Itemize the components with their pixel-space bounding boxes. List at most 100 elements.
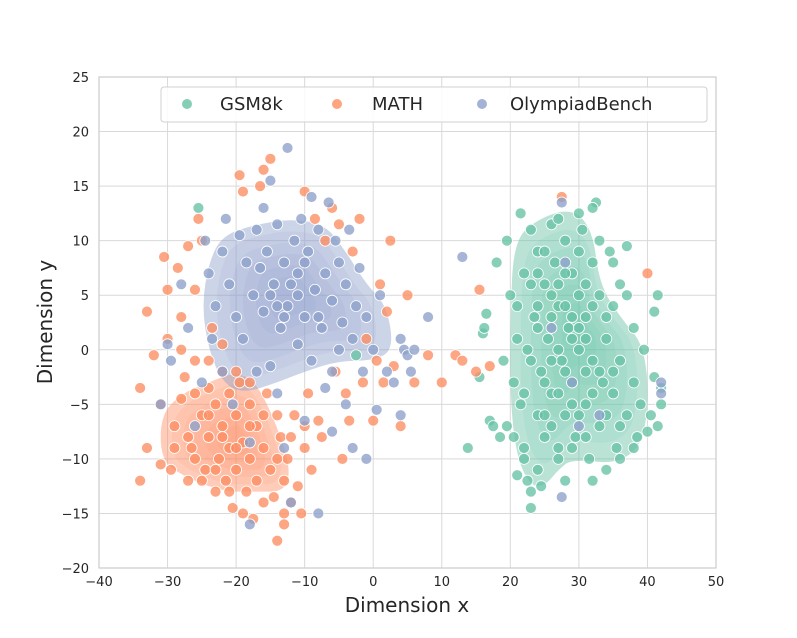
point-math bbox=[141, 442, 153, 454]
point-olympiadbench bbox=[394, 332, 407, 345]
point-olympiadbench bbox=[281, 300, 294, 313]
point-math bbox=[243, 420, 256, 433]
point-gsm8k bbox=[614, 354, 626, 367]
point-olympiadbench bbox=[370, 403, 383, 416]
point-gsm8k bbox=[552, 387, 565, 400]
point-math bbox=[339, 387, 352, 400]
point-gsm8k bbox=[593, 289, 606, 302]
legend-marker-gsm8k bbox=[182, 99, 192, 109]
point-gsm8k bbox=[576, 223, 589, 236]
point-math bbox=[278, 507, 291, 520]
point-gsm8k bbox=[487, 420, 500, 433]
x-tick-label: 50 bbox=[708, 575, 725, 590]
point-gsm8k bbox=[572, 343, 585, 356]
y-axis-title: Dimension y bbox=[33, 260, 57, 385]
point-gsm8k bbox=[528, 311, 541, 323]
point-gsm8k bbox=[461, 442, 474, 454]
point-math bbox=[237, 185, 249, 198]
point-math bbox=[178, 371, 191, 383]
point-olympiadbench bbox=[271, 218, 284, 231]
point-gsm8k bbox=[480, 307, 493, 320]
x-tick-label: −20 bbox=[222, 575, 249, 590]
point-olympiadbench bbox=[319, 382, 332, 394]
point-gsm8k bbox=[545, 420, 558, 433]
point-math bbox=[192, 212, 205, 225]
point-olympiadbench bbox=[339, 398, 352, 411]
point-math bbox=[401, 289, 414, 302]
point-math bbox=[209, 398, 222, 411]
point-olympiadbench bbox=[346, 332, 359, 345]
point-math bbox=[233, 169, 246, 182]
point-math bbox=[254, 180, 267, 193]
point-math bbox=[195, 474, 208, 487]
point-math bbox=[243, 376, 256, 389]
point-gsm8k bbox=[548, 256, 561, 269]
point-math bbox=[230, 365, 243, 378]
point-math bbox=[367, 414, 380, 427]
point-math bbox=[370, 354, 383, 367]
point-math bbox=[271, 534, 284, 547]
point-gsm8k bbox=[559, 234, 572, 247]
point-gsm8k bbox=[579, 398, 592, 411]
point-math bbox=[257, 163, 270, 176]
point-gsm8k bbox=[579, 278, 592, 291]
point-olympiadbench bbox=[655, 387, 668, 400]
point-olympiadbench bbox=[394, 409, 407, 422]
point-gsm8k bbox=[641, 425, 654, 438]
point-math bbox=[175, 392, 188, 405]
point-olympiadbench bbox=[257, 305, 270, 318]
point-gsm8k bbox=[507, 376, 520, 389]
point-math bbox=[165, 463, 177, 476]
point-gsm8k bbox=[572, 289, 585, 302]
point-olympiadbench bbox=[545, 322, 558, 334]
point-math bbox=[202, 409, 215, 422]
point-gsm8k bbox=[521, 343, 534, 356]
point-gsm8k bbox=[634, 398, 647, 411]
point-olympiadbench bbox=[237, 332, 249, 345]
point-gsm8k bbox=[566, 311, 578, 323]
point-math bbox=[189, 387, 201, 400]
point-olympiadbench bbox=[456, 251, 469, 263]
point-olympiadbench bbox=[189, 420, 201, 433]
point-gsm8k bbox=[596, 376, 609, 389]
point-gsm8k bbox=[525, 354, 537, 367]
point-gsm8k bbox=[538, 245, 551, 258]
point-math bbox=[343, 414, 356, 427]
point-olympiadbench bbox=[305, 191, 318, 203]
point-olympiadbench bbox=[288, 234, 301, 247]
point-gsm8k bbox=[607, 256, 620, 269]
y-tick-label: 5 bbox=[81, 289, 89, 304]
point-olympiadbench bbox=[298, 414, 311, 427]
point-gsm8k bbox=[511, 300, 524, 313]
point-olympiadbench bbox=[422, 311, 434, 323]
point-olympiadbench bbox=[226, 398, 239, 411]
point-gsm8k bbox=[559, 267, 572, 280]
point-math bbox=[175, 311, 188, 323]
point-gsm8k bbox=[518, 267, 530, 280]
point-gsm8k bbox=[552, 278, 565, 291]
y-tick-label: 15 bbox=[72, 180, 89, 195]
point-gsm8k bbox=[562, 322, 575, 334]
point-math bbox=[473, 283, 486, 296]
scatter-points bbox=[134, 142, 668, 547]
point-gsm8k bbox=[655, 398, 668, 411]
point-olympiadbench bbox=[247, 289, 260, 302]
point-gsm8k bbox=[627, 376, 640, 389]
point-olympiadbench bbox=[165, 354, 177, 367]
point-gsm8k bbox=[572, 322, 585, 334]
point-math bbox=[199, 463, 212, 476]
point-olympiadbench bbox=[350, 300, 362, 313]
point-math bbox=[240, 485, 253, 498]
x-tick-label: 20 bbox=[502, 575, 519, 590]
point-gsm8k bbox=[593, 420, 606, 433]
point-gsm8k bbox=[494, 431, 506, 443]
legend-marker-math bbox=[332, 99, 342, 109]
point-gsm8k bbox=[552, 442, 565, 454]
legend-label-gsm8k: GSM8k bbox=[220, 94, 283, 115]
point-math bbox=[257, 442, 270, 454]
point-math bbox=[237, 507, 249, 520]
point-math bbox=[216, 420, 229, 433]
point-math bbox=[243, 452, 256, 465]
point-gsm8k bbox=[531, 267, 544, 280]
